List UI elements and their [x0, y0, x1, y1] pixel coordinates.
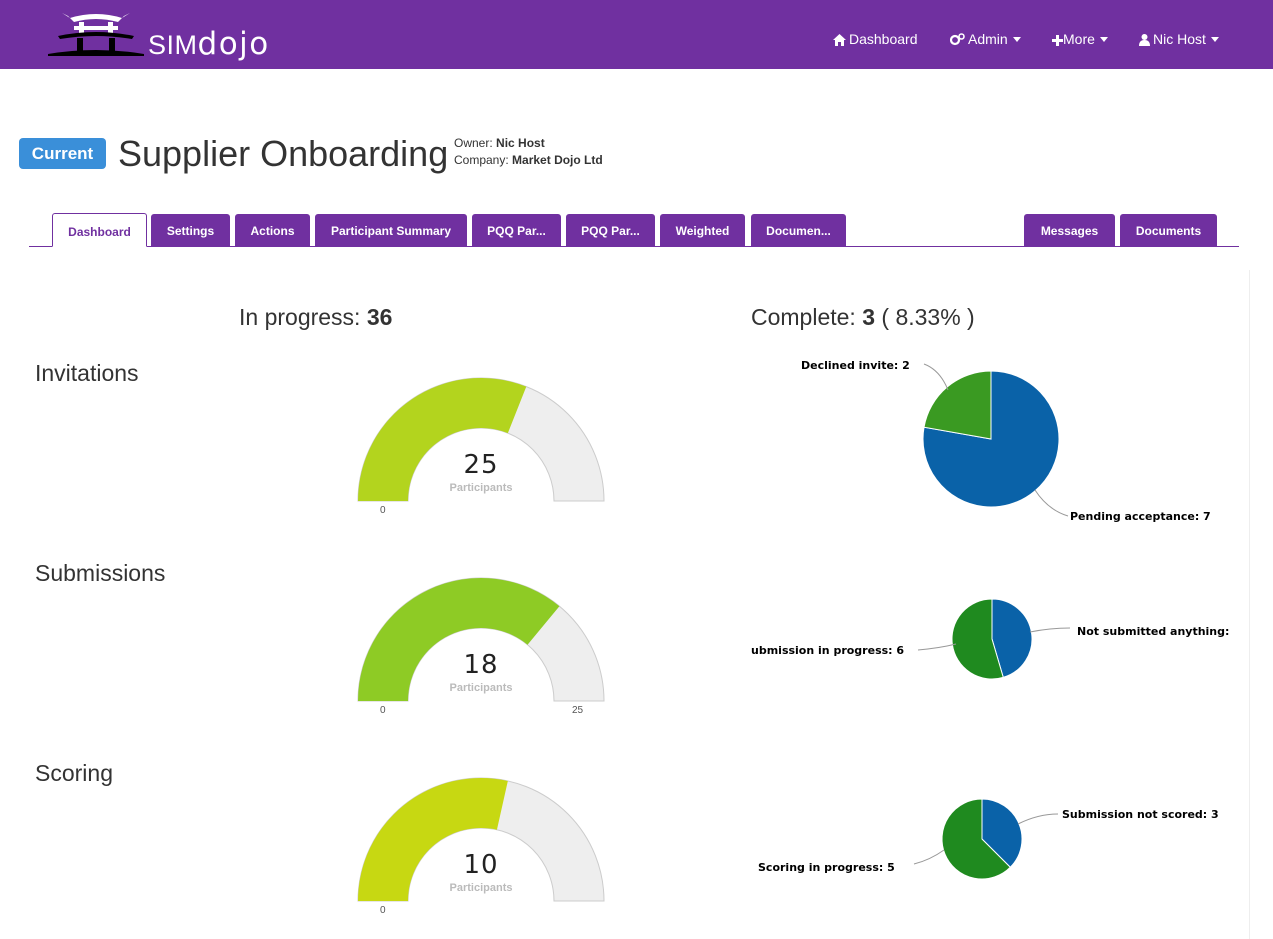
plus-icon: [1052, 35, 1063, 46]
gauge-scoring-unit: Participants: [449, 882, 513, 894]
pie-scoring: [941, 798, 1023, 880]
in-progress-label: In progress:: [239, 304, 361, 330]
owner-line: Owner: Nic Host: [454, 136, 545, 150]
chevron-down-icon: [1012, 37, 1021, 42]
owner-value: Nic Host: [496, 136, 545, 150]
pie-submissions: [951, 598, 1033, 680]
gauge-fill: [358, 778, 508, 901]
nav-user[interactable]: Nic Host: [1139, 31, 1219, 47]
gauge-scoring-min: 0: [380, 905, 386, 916]
gauge-submissions-min: 0: [380, 705, 386, 716]
brand-sim: SIM: [148, 30, 198, 60]
complete-value: 3: [862, 304, 876, 330]
tab-pqq-participants-1[interactable]: PQQ Par...: [472, 214, 561, 246]
panel-edge: [1249, 270, 1250, 939]
company-label: Company:: [454, 153, 509, 167]
gauge-invitations-value: 25: [463, 450, 499, 480]
chevron-down-icon: [1099, 37, 1108, 42]
nav-more[interactable]: More: [1052, 31, 1108, 47]
pie-scoring-label-in-progress: Scoring in progress: 5: [758, 861, 895, 874]
pie-invitations: [922, 370, 1060, 508]
tab-messages[interactable]: Messages: [1024, 214, 1115, 246]
gauge-scoring-chart: [357, 777, 605, 902]
section-scoring: Scoring: [35, 760, 113, 786]
gauge-submissions-value: 18: [463, 650, 499, 680]
section-submissions: Submissions: [35, 560, 166, 586]
pie-invitations-label-declined: Declined invite: 2: [801, 359, 910, 372]
pie-submissions-leaders: [917, 627, 1071, 651]
gauge-invitations-min: 0: [380, 505, 386, 516]
tab-pqq-participants-2[interactable]: PQQ Par...: [566, 214, 655, 246]
tab-participant-summary[interactable]: Participant Summary: [315, 214, 467, 246]
pie-slice-submissions-0[interactable]: [991, 598, 1033, 679]
gauge-fill: [358, 378, 527, 501]
pie-scoring-leaders: [913, 813, 1059, 865]
status-badge: Current: [19, 138, 106, 169]
complete-label: Complete:: [751, 304, 856, 330]
gauge-scoring-value: 10: [463, 850, 499, 880]
gauge-invitations: 25 Participants 0: [350, 372, 612, 516]
nav-user-label: Nic Host: [1153, 31, 1206, 47]
top-navbar: SIMdojo Dashboard Admin More Nic Host: [0, 0, 1273, 69]
tabs-divider: [29, 246, 1239, 247]
gauge-invitations-chart: [357, 377, 605, 502]
complete-summary: Complete: 3 ( 8.33% ): [751, 304, 975, 331]
tab-settings[interactable]: Settings: [151, 214, 230, 246]
page-title: Supplier Onboarding: [118, 133, 449, 174]
complete-percent: ( 8.33% ): [881, 304, 975, 330]
gauge-invitations-unit: Participants: [449, 482, 513, 494]
nav-admin-label: Admin: [968, 31, 1008, 47]
gauge-submissions: 18 Participants 0 25: [350, 572, 612, 716]
brand-dojo: dojo: [197, 26, 270, 62]
simdojo-logo[interactable]: SIMdojo: [48, 12, 278, 62]
tab-weighted[interactable]: Weighted: [660, 214, 745, 246]
tab-dashboard[interactable]: Dashboard: [52, 213, 147, 247]
chevron-down-icon: [1210, 37, 1219, 42]
nav-dashboard[interactable]: Dashboard: [833, 31, 918, 47]
brand-name: SIMdojo: [148, 26, 270, 62]
pie-submissions-label-in-progress: ubmission in progress: 6: [751, 644, 905, 657]
pie-invitations-leaders: [923, 363, 1069, 517]
pagoda-logo-icon: [48, 13, 144, 56]
user-icon: [1139, 34, 1150, 46]
gauge-fill: [358, 578, 560, 701]
pie-scoring-label-not-scored: Submission not scored: 3: [1062, 808, 1219, 821]
tab-actions[interactable]: Actions: [235, 214, 310, 246]
home-icon: [833, 34, 846, 46]
pie-slice-scoring-1[interactable]: [941, 798, 1011, 880]
company-value: Market Dojo Ltd: [512, 153, 603, 167]
company-line: Company: Market Dojo Ltd: [454, 153, 603, 167]
nav-more-label: More: [1063, 31, 1095, 47]
tab-documents-short[interactable]: Documen...: [751, 214, 846, 246]
pie-slice-invitations-1[interactable]: [923, 370, 992, 440]
gauge-scoring: 10 Participants 0: [350, 772, 612, 916]
gauge-submissions-max: 25: [572, 705, 584, 716]
in-progress-summary: In progress: 36: [239, 304, 392, 331]
in-progress-value: 36: [366, 304, 393, 330]
gauge-submissions-unit: Participants: [449, 682, 513, 694]
owner-label: Owner:: [454, 136, 493, 150]
nav-dashboard-label: Dashboard: [849, 31, 918, 47]
gears-icon: [949, 33, 965, 46]
pie-submissions-label-not-submitted: Not submitted anything:: [1077, 625, 1230, 638]
nav-admin[interactable]: Admin: [949, 31, 1021, 47]
pie-invitations-label-pending: Pending acceptance: 7: [1070, 510, 1211, 523]
tab-documents[interactable]: Documents: [1120, 214, 1217, 246]
section-invitations: Invitations: [35, 360, 139, 386]
gauge-submissions-chart: [357, 577, 605, 702]
